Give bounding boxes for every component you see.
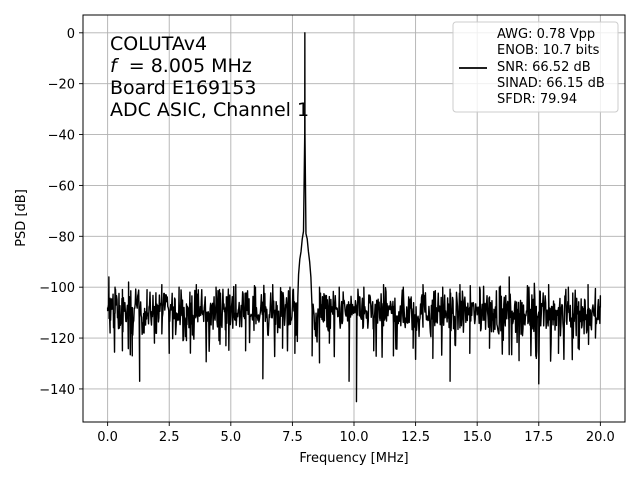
y-tick-label: −100 — [39, 281, 75, 296]
legend-entry-sfdr: SFDR: 79.94 — [497, 92, 577, 107]
x-tick-label: 12.5 — [401, 430, 430, 445]
legend-entry-enob: ENOB: 10.7 bits — [497, 43, 600, 58]
psd-line — [106, 32, 602, 403]
x-tick-label: 20.0 — [586, 430, 615, 445]
annotation-line-channel: ADC ASIC, Channel 1 — [110, 99, 309, 121]
legend-box — [452, 21, 619, 113]
x-tick-label: 17.5 — [524, 430, 553, 445]
x-axis-label: Frequency [MHz] — [299, 451, 408, 466]
x-tick-label: 15.0 — [463, 430, 492, 445]
y-tick-label: −60 — [48, 179, 75, 194]
annotation-line-board: Board E169153 — [110, 77, 256, 99]
annotation: COLUTAv4 f = 8.005 MHz Board E169153 ADC… — [110, 33, 309, 121]
y-tick-label: −140 — [39, 383, 75, 398]
legend: AWG: 0.78 Vpp ENOB: 10.7 bits SNR: 66.52… — [452, 21, 619, 113]
y-tick-label: −120 — [39, 332, 75, 347]
x-axis-ticks: 0.0 2.5 5.0 7.5 10.0 12.5 15.0 17.5 20.0 — [97, 422, 615, 445]
legend-entry-sinad: SINAD: 66.15 dB — [497, 76, 605, 91]
annotation-frequency-value: = 8.005 MHz — [129, 55, 252, 77]
legend-entry-awg: AWG: 0.78 Vpp — [497, 27, 595, 42]
x-tick-label: 2.5 — [159, 430, 180, 445]
psd-series — [106, 32, 602, 403]
y-tick-label: 0 — [67, 27, 75, 42]
annotation-line-chip: COLUTAv4 — [110, 33, 207, 55]
x-tick-label: 0.0 — [97, 430, 118, 445]
y-tick-label: −80 — [48, 230, 75, 245]
x-tick-label: 5.0 — [220, 430, 241, 445]
legend-entry-snr: SNR: 66.52 dB — [497, 60, 591, 75]
y-tick-label: −40 — [48, 129, 75, 144]
x-tick-label: 10.0 — [340, 430, 369, 445]
grid — [83, 15, 625, 422]
annotation-f-symbol: f — [110, 55, 120, 77]
y-tick-label: −20 — [48, 78, 75, 93]
x-tick-label: 7.5 — [282, 430, 303, 445]
y-axis-label: PSD [dB] — [14, 189, 29, 247]
y-axis-ticks: 0 −20 −40 −60 −80 −100 −120 −140 — [39, 27, 83, 398]
annotation-line-frequency: f = 8.005 MHz — [110, 55, 252, 77]
